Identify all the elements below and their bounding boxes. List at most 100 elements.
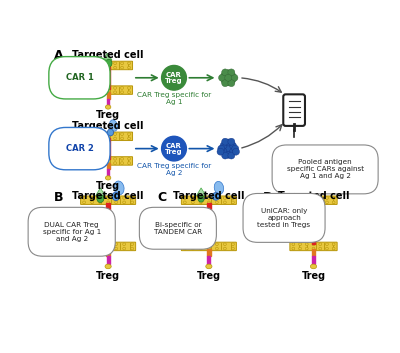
Polygon shape: [103, 53, 112, 60]
Ellipse shape: [110, 120, 118, 131]
Circle shape: [121, 137, 124, 140]
Circle shape: [305, 201, 308, 204]
Circle shape: [162, 65, 186, 90]
Circle shape: [107, 133, 110, 136]
Circle shape: [107, 162, 110, 164]
Circle shape: [100, 86, 102, 89]
Ellipse shape: [107, 129, 114, 136]
Circle shape: [121, 157, 124, 160]
Circle shape: [128, 91, 130, 94]
Circle shape: [225, 74, 232, 81]
Circle shape: [232, 148, 240, 155]
Circle shape: [100, 157, 102, 160]
FancyBboxPatch shape: [181, 196, 236, 204]
Text: CAR Treg specific for
Ag 1: CAR Treg specific for Ag 1: [137, 92, 211, 106]
Bar: [106, 67, 110, 89]
Circle shape: [107, 91, 110, 94]
Circle shape: [312, 197, 315, 199]
Ellipse shape: [105, 264, 111, 269]
Circle shape: [83, 201, 86, 204]
Circle shape: [224, 247, 226, 250]
Circle shape: [305, 197, 308, 199]
Circle shape: [128, 66, 130, 69]
Circle shape: [224, 243, 226, 246]
Circle shape: [99, 247, 102, 250]
Circle shape: [312, 247, 315, 250]
Circle shape: [224, 197, 226, 199]
Circle shape: [93, 91, 96, 94]
Text: Pooled antigen
specific CARs against
Ag 1 and Ag 2: Pooled antigen specific CARs against Ag …: [286, 160, 364, 179]
Bar: [106, 163, 110, 169]
Circle shape: [221, 77, 228, 84]
Circle shape: [91, 247, 94, 250]
Circle shape: [232, 145, 239, 152]
Circle shape: [232, 247, 234, 250]
Circle shape: [208, 197, 210, 199]
Circle shape: [99, 243, 102, 246]
Circle shape: [121, 133, 124, 136]
Circle shape: [228, 152, 235, 159]
Circle shape: [91, 201, 94, 204]
Circle shape: [299, 197, 302, 199]
Circle shape: [107, 197, 110, 199]
Bar: [312, 249, 316, 256]
Circle shape: [107, 201, 110, 204]
Circle shape: [319, 243, 322, 246]
Circle shape: [222, 80, 229, 86]
FancyBboxPatch shape: [290, 242, 337, 251]
Circle shape: [192, 197, 194, 199]
Text: Treg: Treg: [96, 181, 120, 191]
Ellipse shape: [212, 192, 220, 200]
Polygon shape: [96, 188, 105, 196]
Circle shape: [332, 243, 335, 246]
Circle shape: [228, 138, 235, 145]
Circle shape: [99, 197, 102, 199]
Ellipse shape: [206, 264, 212, 269]
Circle shape: [220, 142, 227, 149]
Circle shape: [319, 247, 322, 250]
Text: CAR 2: CAR 2: [66, 144, 93, 153]
Circle shape: [184, 243, 186, 246]
Circle shape: [114, 137, 116, 140]
Circle shape: [115, 197, 118, 199]
Circle shape: [216, 201, 218, 204]
Text: D: D: [263, 191, 273, 204]
Bar: [106, 249, 110, 256]
Circle shape: [107, 247, 110, 250]
FancyBboxPatch shape: [84, 157, 132, 165]
Circle shape: [86, 133, 88, 136]
Polygon shape: [196, 188, 206, 196]
Circle shape: [292, 197, 295, 199]
Circle shape: [299, 247, 302, 250]
Circle shape: [93, 157, 96, 160]
Bar: [107, 169, 109, 175]
Text: CAR 1: CAR 1: [66, 73, 93, 82]
Text: Targeted cell: Targeted cell: [72, 191, 144, 201]
Circle shape: [100, 62, 102, 65]
Text: Treg: Treg: [197, 271, 221, 281]
Circle shape: [128, 162, 130, 164]
FancyBboxPatch shape: [181, 242, 236, 251]
Circle shape: [86, 86, 88, 89]
Ellipse shape: [112, 192, 120, 201]
Text: Targeted cell: Targeted cell: [72, 121, 144, 131]
Circle shape: [305, 247, 308, 250]
Circle shape: [225, 145, 232, 152]
FancyBboxPatch shape: [84, 61, 132, 70]
Circle shape: [192, 247, 194, 250]
FancyBboxPatch shape: [84, 132, 132, 140]
Ellipse shape: [106, 176, 111, 180]
Text: Treg: Treg: [165, 78, 183, 84]
Circle shape: [107, 66, 110, 69]
Circle shape: [332, 201, 335, 204]
Circle shape: [115, 247, 118, 250]
Circle shape: [292, 243, 295, 246]
FancyBboxPatch shape: [81, 242, 136, 251]
Circle shape: [319, 201, 322, 204]
Circle shape: [121, 62, 124, 65]
Ellipse shape: [97, 195, 104, 203]
Circle shape: [222, 152, 229, 159]
Circle shape: [326, 197, 328, 199]
Circle shape: [299, 243, 302, 246]
Circle shape: [231, 74, 238, 81]
